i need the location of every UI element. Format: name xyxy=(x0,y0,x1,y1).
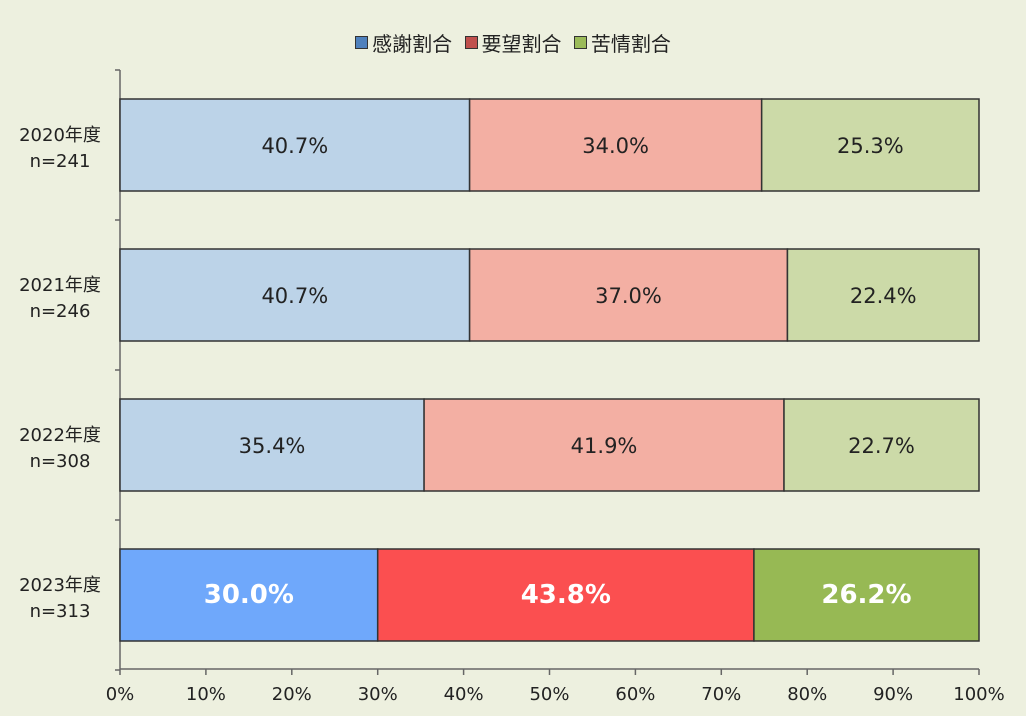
x-tick-label: 20% xyxy=(272,684,312,705)
bar-data-label: 35.4% xyxy=(239,434,306,458)
legend-swatch-requests xyxy=(464,36,478,49)
bar-segment xyxy=(119,548,379,642)
legend-swatch-complaints xyxy=(573,36,587,49)
bar-data-label: 37.0% xyxy=(595,284,662,308)
bar-data-label: 43.8% xyxy=(521,580,611,610)
legend-item-thanks: 感謝割合 xyxy=(355,28,452,57)
bar-segment xyxy=(468,248,789,342)
bar-data-label: 34.0% xyxy=(582,134,649,158)
bar-data-label: 40.7% xyxy=(261,284,328,308)
legend-label-complaints: 苦情割合 xyxy=(590,32,671,56)
bar-segment xyxy=(468,98,763,192)
x-tick-label: 100% xyxy=(953,684,1004,705)
bar-segment xyxy=(376,548,755,642)
legend-label-requests: 要望割合 xyxy=(481,32,562,56)
category-label-n: n=313 xyxy=(30,601,91,622)
category-label-n: n=246 xyxy=(30,301,91,322)
bar-segment xyxy=(423,398,785,492)
x-tick-label: 70% xyxy=(701,684,741,705)
bar-data-label: 40.7% xyxy=(261,134,328,158)
bar-segment xyxy=(786,248,980,342)
bar-segment xyxy=(119,248,471,342)
bar-data-label: 22.7% xyxy=(848,434,915,458)
category-label-n: n=241 xyxy=(30,151,91,172)
bar-data-label: 25.3% xyxy=(837,134,904,158)
category-label-year: 2022年度 xyxy=(19,425,101,446)
x-tick-label: 40% xyxy=(444,684,484,705)
x-tick-label: 10% xyxy=(186,684,226,705)
category-label-year: 2023年度 xyxy=(19,575,101,596)
bar-segment xyxy=(753,548,980,642)
bar-segment xyxy=(760,98,980,192)
bar-segment xyxy=(119,398,425,492)
x-tick-label: 30% xyxy=(358,684,398,705)
x-tick-label: 60% xyxy=(615,684,655,705)
x-tick-label: 80% xyxy=(787,684,827,705)
bar-data-label: 30.0% xyxy=(204,580,294,610)
legend-swatch-thanks xyxy=(355,36,369,49)
chart-legend: 感謝割合 要望割合 苦情割合 xyxy=(0,28,1026,57)
legend-item-requests: 要望割合 xyxy=(464,28,562,57)
bar-data-label: 41.9% xyxy=(571,434,638,458)
category-label-n: n=308 xyxy=(30,451,91,472)
x-tick-label: 50% xyxy=(529,684,569,705)
legend-label-thanks: 感謝割合 xyxy=(372,32,453,56)
x-tick-label: 0% xyxy=(106,684,135,705)
category-label-year: 2021年度 xyxy=(19,275,101,296)
x-tick-label: 90% xyxy=(873,684,913,705)
legend-item-complaints: 苦情割合 xyxy=(573,28,671,57)
category-label-year: 2020年度 xyxy=(19,125,101,146)
bar-data-label: 26.2% xyxy=(821,580,911,610)
bar-segment xyxy=(783,398,980,492)
bar-segment xyxy=(119,98,471,192)
bar-data-label: 22.4% xyxy=(850,284,917,308)
